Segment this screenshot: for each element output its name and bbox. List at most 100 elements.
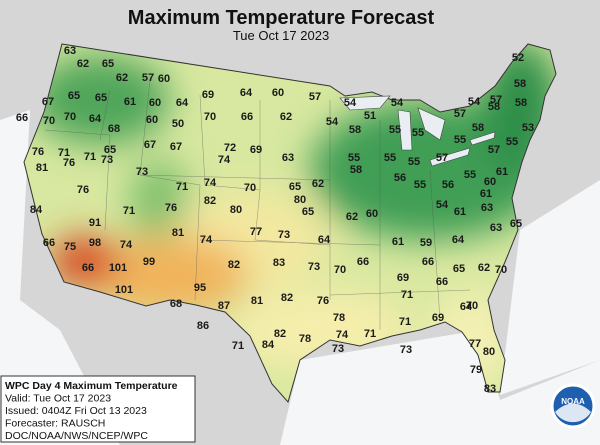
temperature-label: 70 [466, 300, 478, 312]
temperature-label: 58 [349, 124, 361, 136]
temperature-label: 51 [364, 110, 376, 122]
temperature-label: 55 [414, 179, 426, 191]
temperature-label: 86 [197, 320, 209, 332]
temperature-label: 63 [490, 222, 502, 234]
temperature-label: 82 [274, 328, 286, 340]
temperature-label: 63 [481, 202, 493, 214]
temperature-label: 60 [484, 176, 496, 188]
temperature-label: 64 [176, 97, 189, 109]
temperature-label: 57 [488, 144, 500, 156]
temperature-label: 66 [357, 256, 369, 268]
temperature-label: 65 [95, 92, 107, 104]
temperature-label: 71 [232, 340, 244, 352]
temperature-label: 74 [218, 154, 231, 166]
blob [90, 235, 250, 315]
temperature-label: 76 [317, 295, 329, 307]
info-line: Forecaster: RAUSCH [5, 418, 105, 430]
temperature-label: 81 [36, 162, 48, 174]
temperature-label: 84 [262, 339, 275, 351]
temperature-label: 73 [136, 166, 148, 178]
temperature-label: 74 [336, 329, 349, 341]
gulf [280, 330, 600, 445]
temperature-label: 65 [68, 90, 80, 102]
temperature-label: 73 [400, 344, 412, 356]
temperature-label: 83 [484, 383, 496, 395]
temperature-label: 74 [200, 234, 213, 246]
temperature-label: 71 [123, 205, 135, 217]
temperature-label: 58 [514, 78, 526, 90]
temperature-label: 55 [384, 152, 396, 164]
state-line [139, 174, 471, 296]
temperature-label: 82 [281, 292, 293, 304]
temperature-label: 71 [364, 328, 376, 340]
info-line: Issued: 0404Z Fri Oct 13 2023 [5, 405, 147, 417]
temperature-label: 65 [510, 218, 522, 230]
info-line: DOC/NOAA/NWS/NCEP/WPC [5, 430, 148, 442]
temperature-label: 66 [422, 256, 434, 268]
temperature-label: 82 [228, 259, 240, 271]
temperature-label: 77 [250, 226, 262, 238]
temperature-label: 67 [170, 141, 182, 153]
temperature-label: 58 [488, 101, 500, 113]
atlantic [500, 180, 600, 395]
temperature-label: 61 [454, 206, 466, 218]
temperature-label: 64 [240, 87, 253, 99]
temperature-label: 55 [348, 152, 360, 164]
temperature-label: 54 [468, 96, 481, 108]
temperature-label: 62 [478, 262, 490, 274]
temperature-label: 68 [108, 123, 120, 135]
temperature-label: 59 [420, 237, 432, 249]
state-lines [44, 79, 471, 330]
temperature-label: 57 [490, 94, 502, 106]
temperature-label: 50 [172, 118, 184, 130]
temperature-label: 69 [250, 144, 262, 156]
temperature-label: 87 [218, 300, 230, 312]
temperature-label: 55 [454, 134, 466, 146]
temperature-label: 65 [289, 181, 301, 193]
temperature-label: 54 [326, 116, 339, 128]
temperature-label: 62 [280, 111, 292, 123]
temperature-label: 76 [165, 202, 177, 214]
temperature-label: 76 [77, 184, 89, 196]
blob [30, 55, 170, 145]
temperature-label: 76 [32, 146, 44, 158]
temperature-label: 70 [244, 182, 256, 194]
temperature-label: 73 [308, 261, 320, 273]
temperature-label: 66 [16, 112, 28, 124]
temperature-label: 55 [464, 169, 476, 181]
subtitle: Tue Oct 17 2023 [233, 28, 329, 43]
temperature-label: 54 [344, 97, 357, 109]
temperature-label: 79 [470, 364, 482, 376]
temperature-label: 58 [472, 122, 484, 134]
temperature-label: 69 [432, 312, 444, 324]
temperature-label: 91 [89, 217, 101, 229]
temperature-label: 78 [299, 333, 311, 345]
temperature-label: 70 [43, 115, 55, 127]
temperature-label: 69 [202, 89, 214, 101]
temperature-label: 76 [63, 157, 75, 169]
temperature-label: 65 [302, 206, 314, 218]
great-lakes [339, 95, 496, 167]
temperature-label: 70 [204, 111, 216, 123]
noaa-logo-text: NOAA [561, 397, 585, 406]
temperature-label: 68 [170, 298, 182, 310]
state-line [44, 129, 111, 231]
temperature-label: 63 [64, 45, 76, 57]
temperature-label: 82 [204, 195, 216, 207]
temperature-label: 60 [158, 73, 170, 85]
temperature-label: 58 [515, 97, 527, 109]
temperature-label: 83 [273, 257, 285, 269]
temperature-label: 55 [408, 156, 420, 168]
temperature-label: 66 [436, 276, 448, 288]
temperature-label: 55 [412, 127, 424, 139]
us-border [23, 43, 557, 404]
lake [397, 109, 413, 151]
temperature-label: 61 [392, 236, 404, 248]
temperature-label: 71 [399, 316, 411, 328]
temperature-label: 52 [512, 52, 524, 64]
temperature-label: 60 [366, 208, 378, 220]
temperature-label: 80 [483, 346, 495, 358]
temperature-label: 66 [43, 237, 55, 249]
